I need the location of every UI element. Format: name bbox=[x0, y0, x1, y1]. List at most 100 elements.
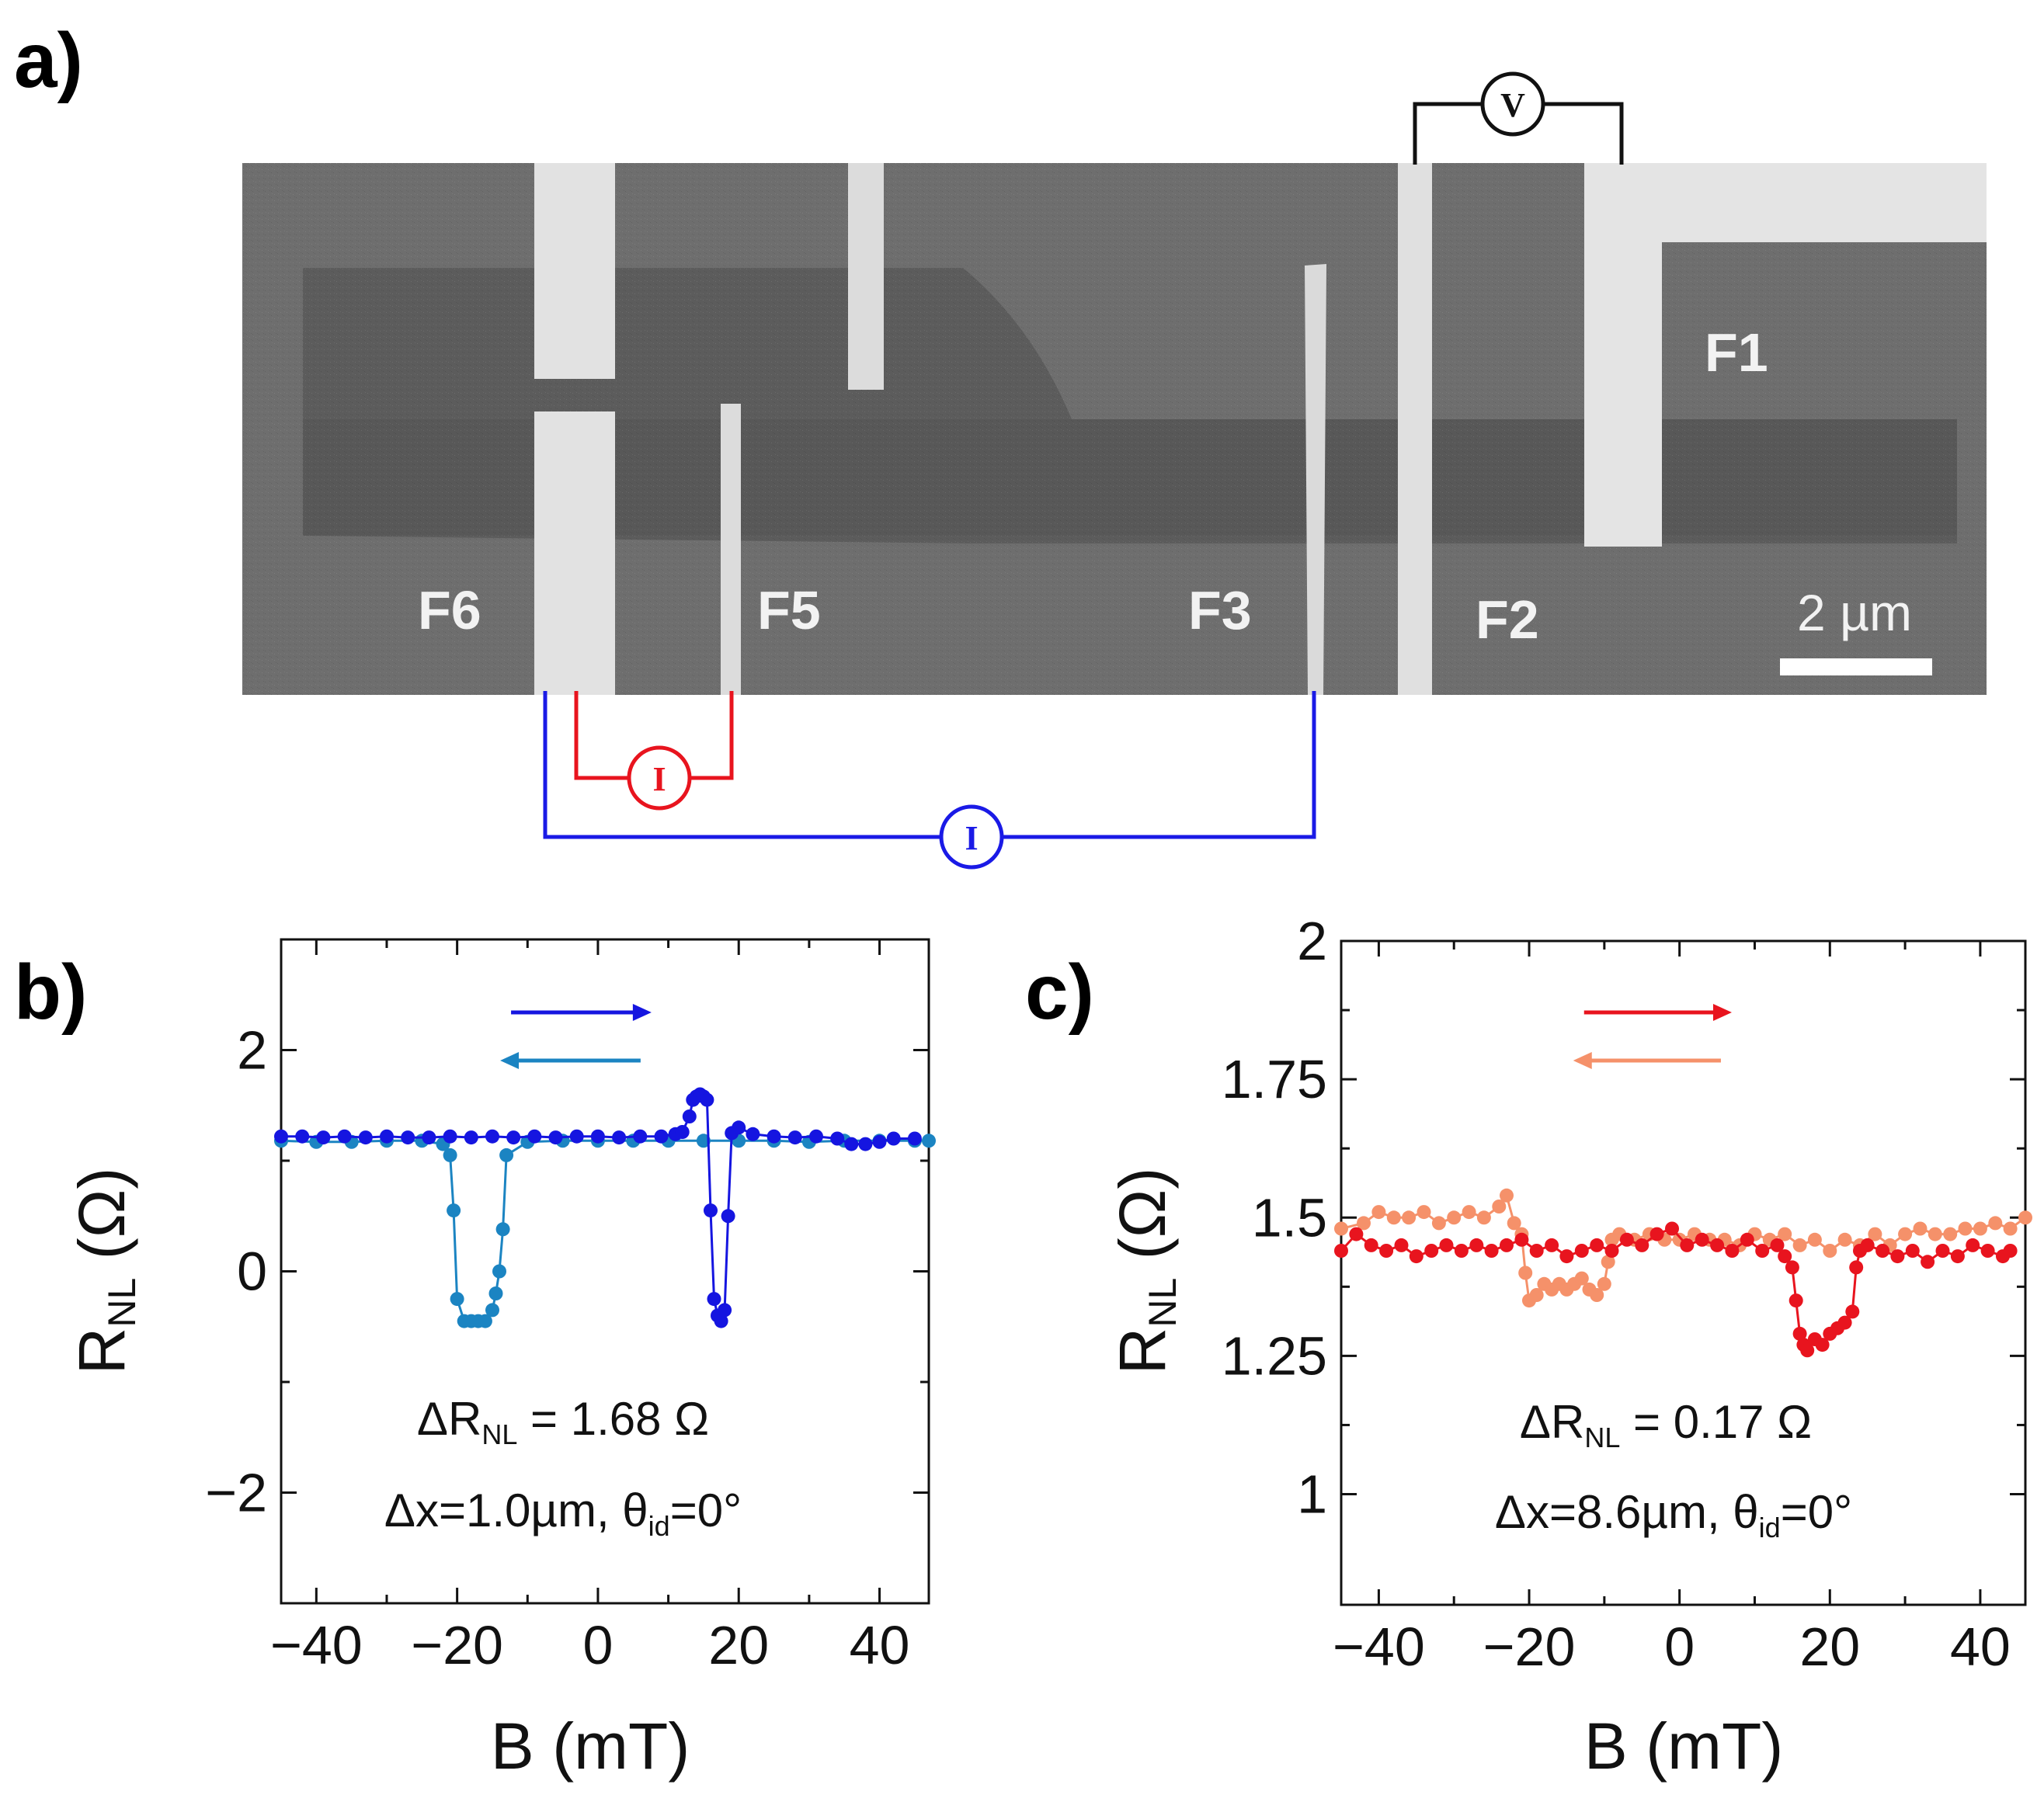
chart-b-series-sweep-up-point bbox=[337, 1129, 352, 1144]
chart-b-series-sweep-down-point bbox=[696, 1134, 711, 1148]
chart-c-series-sweep-down-point bbox=[1778, 1227, 1792, 1241]
chart-b-series-sweep-up-point bbox=[704, 1203, 718, 1218]
chart-c-ylabel-sub: NL bbox=[1141, 1278, 1184, 1328]
chart-c-series-sweep-up-point bbox=[1710, 1238, 1725, 1252]
chart-c-series-sweep-up-point bbox=[1574, 1244, 1589, 1258]
chart-c-series-sweep-down-point bbox=[1334, 1221, 1348, 1236]
electrode-F4-top bbox=[848, 163, 884, 390]
chart-c-series-sweep-up-point bbox=[1364, 1238, 1378, 1252]
chart-c-series-sweep-up-point bbox=[1815, 1338, 1830, 1352]
chart-b-legend-head bbox=[500, 1052, 520, 1069]
chart-b-series-sweep-down-point bbox=[478, 1314, 492, 1328]
current-circuit-red: I bbox=[574, 691, 734, 811]
chart-b-series-sweep-up-point bbox=[443, 1129, 457, 1144]
chart-c-series-sweep-down-point bbox=[1590, 1288, 1604, 1302]
sem-noise bbox=[242, 163, 1987, 695]
sem-image: F6 F5 F3 F2 F1 2 µm bbox=[242, 163, 1987, 695]
chart-c-series-sweep-up-point bbox=[1680, 1238, 1695, 1252]
chart-b-xtick-label: −40 bbox=[270, 1615, 363, 1675]
chart-c-series-sweep-up-point bbox=[1590, 1238, 1604, 1252]
chart-c-series-sweep-down-point bbox=[1597, 1276, 1611, 1291]
chart-b-series-sweep-up-point bbox=[682, 1109, 697, 1123]
chart-c-series-sweep-up-point bbox=[1837, 1315, 1852, 1330]
chart-b-ylabel-main: R bbox=[65, 1328, 138, 1375]
chart-c-series-sweep-up-point bbox=[1890, 1249, 1905, 1264]
chart-b-series-sweep-up-point bbox=[422, 1130, 436, 1145]
current-source-blue-label: I bbox=[965, 819, 978, 857]
chart-c-series-sweep-up-point bbox=[1649, 1227, 1664, 1241]
chart-c: −40 −20 0 20 40 1 1.25 1.5 1.75 2 bbox=[1222, 911, 2032, 1677]
scale-bar bbox=[1780, 658, 1932, 675]
chart-c-series-sweep-up-point bbox=[1740, 1232, 1754, 1247]
chart-b-series-sweep-up-point bbox=[295, 1129, 310, 1144]
current-circuit-blue: I bbox=[543, 691, 1316, 870]
chart-c-series-sweep-down-point bbox=[1500, 1188, 1514, 1203]
chart-c-series-sweep-down-point bbox=[2018, 1210, 2032, 1225]
chart-c-ylabel-main: R bbox=[1106, 1328, 1179, 1375]
chart-c-xlabel: B (mT) bbox=[1584, 1710, 1784, 1783]
chart-b-params-prefix: Δx=1.0µm, θ bbox=[384, 1484, 648, 1536]
electrode-F2 bbox=[1398, 163, 1432, 695]
chart-c-series-sweep-down-point bbox=[1943, 1227, 1958, 1241]
chart-b-params-sub: id bbox=[648, 1510, 670, 1542]
current-source-red-symbol bbox=[627, 745, 692, 811]
chart-b-series-sweep-down-point bbox=[499, 1148, 514, 1162]
chart-b-delta-sub: NL bbox=[481, 1418, 517, 1450]
chart-c-series-sweep-down-point bbox=[1807, 1232, 1822, 1247]
chart-b-series-sweep-down-point bbox=[492, 1264, 506, 1279]
chart-b-ylabel-sub: NL bbox=[100, 1278, 144, 1328]
chart-c-series-sweep-up-point bbox=[1529, 1244, 1544, 1258]
chart-b-params-suffix: =0° bbox=[670, 1484, 742, 1536]
chart-b-series-sweep-up-point bbox=[506, 1130, 521, 1145]
chart-c-series-sweep-up-point bbox=[1559, 1249, 1574, 1264]
chart-c-series-sweep-down-point bbox=[1447, 1210, 1462, 1225]
chart-c-series-sweep-up-point bbox=[1439, 1238, 1454, 1252]
label-F2: F2 bbox=[1476, 589, 1539, 650]
chart-c-series-sweep-down-point bbox=[1529, 1288, 1544, 1302]
current-source-blue-symbol bbox=[939, 804, 1004, 870]
chart-b-series-sweep-up bbox=[274, 1087, 922, 1328]
chart-b-series-sweep-up-point bbox=[721, 1209, 735, 1224]
chart-b-series-sweep-up-point bbox=[809, 1129, 823, 1144]
chart-c-xtick-label: 40 bbox=[1950, 1616, 2011, 1677]
chart-c-series-sweep-down-point bbox=[1928, 1227, 1942, 1241]
chart-b-ylabel: RNL (Ω) bbox=[65, 1168, 144, 1375]
chart-b-series-sweep-up-point bbox=[886, 1131, 901, 1146]
chart-c-series-sweep-up-point bbox=[1792, 1326, 1807, 1341]
chart-c-legend-head bbox=[1712, 1004, 1732, 1021]
chart-c-series-sweep-up-point bbox=[1394, 1238, 1409, 1252]
chart-c-series-sweep-down-point bbox=[1462, 1205, 1476, 1220]
chart-c-annotation-delta: ΔRNL = 0.17 Ω bbox=[1520, 1396, 1812, 1453]
chart-b-ytick-label: 0 bbox=[237, 1241, 267, 1302]
chart-c-series-sweep-down-point bbox=[1823, 1244, 1837, 1258]
chart-c-series-sweep-up-point bbox=[1875, 1244, 1890, 1258]
chart-b-ytick-label: −2 bbox=[205, 1463, 267, 1523]
electrode-F6 bbox=[534, 411, 615, 695]
chart-c-series-sweep-up-point bbox=[1469, 1238, 1484, 1252]
chart-c-ytick-label: 2 bbox=[1297, 911, 1327, 971]
chart-c-ytick-label: 1.25 bbox=[1222, 1325, 1327, 1386]
chart-c-series-sweep-up-point bbox=[1755, 1244, 1770, 1258]
chart-b-series-sweep-down-point bbox=[485, 1303, 499, 1318]
chart-b-series-sweep-down-point bbox=[447, 1203, 461, 1218]
chart-b-series-sweep-up-point bbox=[633, 1129, 648, 1144]
chart-b-series-sweep-down-point bbox=[922, 1134, 936, 1148]
chart-c-series-sweep-up-point bbox=[1334, 1244, 1348, 1258]
chart-c-legend-arrow-right bbox=[1583, 1004, 1732, 1021]
electrode-F1 bbox=[1584, 163, 1987, 547]
chart-c-params-suffix: =0° bbox=[1781, 1486, 1852, 1538]
chart-c-series-sweep-up-point bbox=[1454, 1244, 1469, 1258]
chart-c-series-sweep-up-point bbox=[1500, 1238, 1514, 1252]
chart-c-frame bbox=[1340, 939, 2027, 1606]
label-F3: F3 bbox=[1188, 580, 1252, 641]
chart-c-series-sweep-down-point bbox=[1898, 1227, 1913, 1241]
chart-b-ylabel-unit: (Ω) bbox=[65, 1168, 138, 1278]
chart-b-series-sweep-down bbox=[274, 1134, 936, 1328]
chart-c-series-sweep-down-point bbox=[1973, 1221, 1987, 1236]
chart-c-series-sweep-down-point bbox=[1574, 1271, 1589, 1286]
chart-c-series-sweep-up-point bbox=[1349, 1227, 1364, 1241]
chart-c-xtick-label: 20 bbox=[1799, 1616, 1860, 1677]
chart-c-series-sweep-down-point bbox=[1476, 1210, 1491, 1225]
